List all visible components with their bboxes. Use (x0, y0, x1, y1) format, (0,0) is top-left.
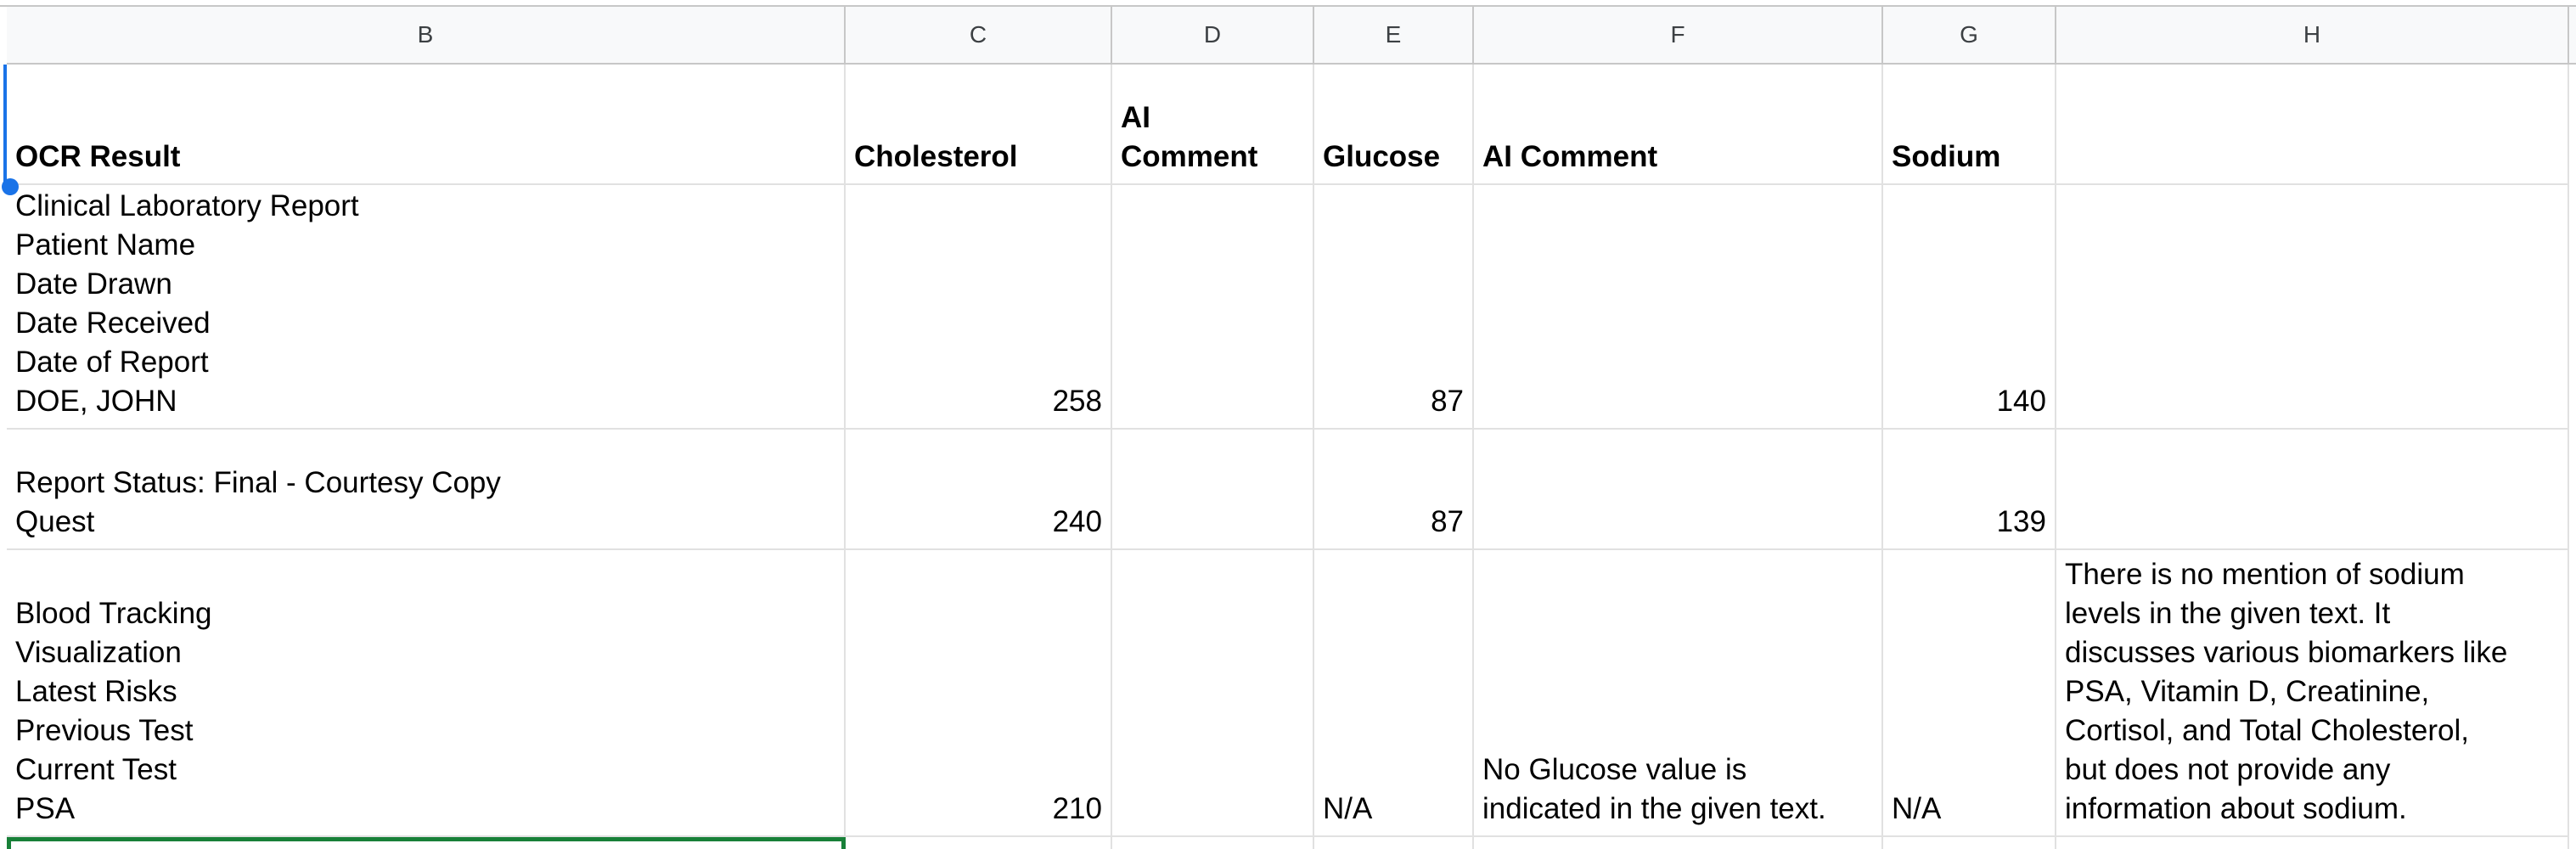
cell-text: OCR Result (15, 140, 181, 173)
cell-g-row1[interactable]: 140 (1883, 185, 2056, 430)
cell-d-header[interactable]: AI Comment (1112, 65, 1314, 185)
selection-fill-handle[interactable] (2, 178, 19, 195)
cell-f-row2[interactable] (1474, 430, 1883, 550)
cell-text: Sodium (1892, 140, 2001, 173)
cell-text-line: Date Drawn (15, 267, 172, 301)
cell-text-line: information about sodium. (2065, 792, 2407, 825)
cell-h-row1[interactable] (2056, 185, 2569, 430)
cell-b-row2[interactable]: Report Status: Final - Courtesy Copy Que… (7, 430, 846, 550)
cell-d-row4[interactable] (1112, 837, 1314, 849)
column-header-d[interactable]: D (1112, 7, 1314, 65)
cell-text-line: Cortisol, and Total Cholesterol, (2065, 714, 2469, 747)
cell-b-row3[interactable]: Blood Tracking Visualization Latest Risk… (7, 550, 846, 837)
cell-text-line: Blood Tracking (15, 597, 212, 630)
cell-text-line: DOE, JOHN (15, 385, 177, 418)
glucose-value: N/A (1323, 792, 1373, 825)
cell-b-row1[interactable]: Clinical Laboratory Report Patient Name … (7, 185, 846, 430)
cholesterol-value: 210 (1052, 792, 1102, 825)
column-header-overflow (2569, 7, 2576, 65)
column-header-f[interactable]: F (1474, 7, 1883, 65)
cell-text-line: levels in the given text. It (2065, 597, 2391, 630)
cell-text-line: Latest Risks (15, 675, 177, 708)
cell-g-row4[interactable] (1883, 837, 2056, 849)
sodium-value: 140 (1996, 385, 2046, 418)
cell-text-line: but does not provide any (2065, 753, 2391, 786)
cell-h-row4[interactable] (2056, 837, 2569, 849)
cell-h-row3[interactable]: There is no mention of sodium levels in … (2056, 550, 2569, 837)
cell-text: Cholesterol (854, 140, 1018, 173)
cholesterol-value: 258 (1052, 385, 1102, 418)
cell-b-header[interactable]: OCR Result (7, 65, 846, 185)
cell-text-line: Current Test (15, 753, 177, 786)
cell-e-row4[interactable] (1314, 837, 1474, 849)
cell-text-line: AI (1121, 101, 1150, 134)
cell-text-line: Comment (1121, 140, 1258, 173)
active-cell-highlight (7, 837, 846, 849)
cell-text-line: Date of Report (15, 346, 209, 379)
column-header-b[interactable]: B (7, 7, 846, 65)
cell-d-row2[interactable] (1112, 430, 1314, 550)
cholesterol-value: 240 (1052, 505, 1102, 538)
cell-c-row4[interactable] (846, 837, 1112, 849)
column-header-h[interactable]: H (2056, 7, 2569, 65)
cell-text-line: No Glucose value is (1482, 753, 1747, 786)
cell-g-row2[interactable]: 139 (1883, 430, 2056, 550)
selection-border (3, 65, 7, 187)
column-header-c[interactable]: C (846, 7, 1112, 65)
cell-text-line: PSA, Vitamin D, Creatinine, (2065, 675, 2430, 708)
cell-text: Glucose (1323, 140, 1441, 173)
glucose-value: 87 (1431, 505, 1464, 538)
cell-f-row3[interactable]: No Glucose value is indicated in the giv… (1474, 550, 1883, 837)
column-header-g[interactable]: G (1883, 7, 2056, 65)
cell-e-row1[interactable]: 87 (1314, 185, 1474, 430)
cell-c-header[interactable]: Cholesterol (846, 65, 1112, 185)
header-top-border (0, 5, 2576, 7)
cell-d-row3[interactable] (1112, 550, 1314, 837)
cell-e-row2[interactable]: 87 (1314, 430, 1474, 550)
cell-g-header[interactable]: Sodium (1883, 65, 2056, 185)
cell-text-line: Visualization (15, 636, 182, 669)
cell-h-row2[interactable] (2056, 430, 2569, 550)
cell-f-row1[interactable] (1474, 185, 1883, 430)
cell-e-row3[interactable]: N/A (1314, 550, 1474, 837)
column-header-e[interactable]: E (1314, 7, 1474, 65)
cell-f-header[interactable]: AI Comment (1474, 65, 1883, 185)
cell-h-header[interactable] (2056, 65, 2569, 185)
cell-text-line: There is no mention of sodium (2065, 558, 2465, 591)
cell-e-header[interactable]: Glucose (1314, 65, 1474, 185)
cell-text-line: PSA (15, 792, 76, 825)
row-header-edge (0, 65, 7, 849)
cell-c-row1[interactable]: 258 (846, 185, 1112, 430)
sodium-value: N/A (1892, 792, 1942, 825)
cell-text-line: Patient Name (15, 228, 196, 261)
cell-text-line: indicated in the given text. (1482, 792, 1826, 825)
cell-g-row3[interactable]: N/A (1883, 550, 2056, 837)
cell-text-line: Clinical Laboratory Report (15, 189, 359, 222)
cell-f-row4[interactable] (1474, 837, 1883, 849)
cell-text-line: Date Received (15, 306, 211, 340)
cell-d-row1[interactable] (1112, 185, 1314, 430)
cell-c-row2[interactable]: 240 (846, 430, 1112, 550)
cell-text-line: discusses various biomarkers like (2065, 636, 2508, 669)
cell-text: AI Comment (1482, 140, 1658, 173)
cell-text-line: Previous Test (15, 714, 194, 747)
sodium-value: 139 (1996, 505, 2046, 538)
glucose-value: 87 (1431, 385, 1464, 418)
cell-text-line: Quest (15, 505, 95, 538)
cell-text-line: Report Status: Final - Courtesy Copy (15, 466, 501, 499)
cell-c-row3[interactable]: 210 (846, 550, 1112, 837)
